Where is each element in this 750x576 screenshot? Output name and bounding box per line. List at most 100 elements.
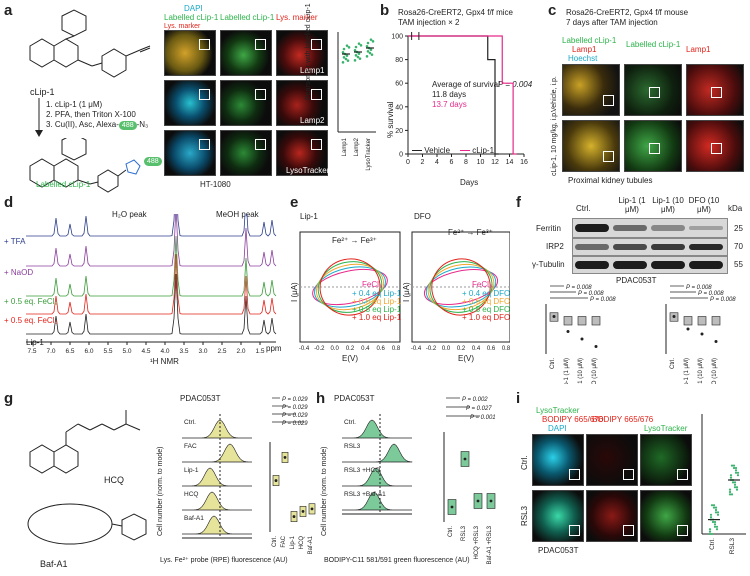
blot-col-ctrl: Ctrl. (576, 204, 591, 213)
chart-b-injection: TAM injection × 2 (398, 18, 460, 27)
cv-leg-r0: FeCl₃ (472, 280, 493, 289)
x-tick-label: Lip-1 (10 μM) (578, 358, 584, 384)
g-xlabel: Lys. Fe²⁺ probe (RPE) fluorescence (AU) (160, 557, 288, 564)
chart-i-scatter: Ctrl. RSL3 (701, 414, 746, 554)
img-a-r3c1 (164, 130, 216, 176)
product-tag: 488 (144, 157, 162, 166)
chart-b-xlabel: Days (460, 178, 479, 187)
blot-col-lip1-1: Lip-1 (1 μM) (618, 196, 646, 214)
x-tick-label: RSL3 (461, 525, 467, 541)
scatter-point (366, 41, 370, 45)
f-cell-line: PDAC053T (616, 276, 657, 285)
cv-curve (319, 258, 381, 316)
row-label: FAC (184, 443, 197, 450)
nmr-trace (26, 235, 277, 297)
chart-a-ylabel: Pearson's r with labelled cLip-1 (305, 3, 312, 100)
row-label: Baf-A1 (184, 515, 204, 522)
scatter-point (712, 504, 716, 507)
x-tick-label: 4 (435, 159, 439, 166)
blot-col-dfo: DFO (10 μM) (688, 196, 720, 214)
x-tick-label: 6.5 (65, 348, 74, 354)
blot-tubulin (572, 256, 728, 274)
scatter-point (368, 51, 372, 55)
box (563, 316, 573, 326)
cv-left-title: Lip-1 (300, 212, 318, 221)
pvalue-label: P = 0.008 (710, 297, 736, 303)
panel-label-i: i (516, 390, 521, 407)
scatter-point (371, 40, 375, 43)
pvalue-label: P = 0.027 (466, 406, 492, 412)
scatter-point (714, 511, 718, 514)
img-i-r1c1 (532, 434, 584, 486)
x-tick-label: 0.2 (346, 346, 355, 352)
x-tick-label: 3.0 (198, 348, 207, 354)
x-tick-label: 14 (506, 159, 514, 166)
clip1-structure (29, 9, 151, 78)
survival-line (408, 35, 517, 155)
x-tick-label: 0.4 (472, 346, 481, 352)
scatter-point (365, 45, 369, 48)
x-tick-label: 7.0 (46, 348, 55, 354)
scatter-point (710, 504, 714, 507)
img-c-r2c1 (562, 120, 620, 172)
scatter-point (713, 520, 717, 524)
scatter-point (347, 46, 351, 49)
scatter-point (728, 490, 732, 494)
x-tick-label: 0.6 (487, 346, 496, 352)
cv-curve (429, 261, 493, 313)
inset-box (677, 525, 688, 536)
cv-leg-l1: + 0.4 eq Lip-1 (352, 289, 402, 298)
scatter-point (365, 55, 369, 58)
scatter-point (341, 51, 345, 54)
chart-c-title1: Rosa26-CreERT2, Gpx4 f/f mouse (566, 8, 689, 17)
x-tick-label: Lip-1 (290, 535, 296, 549)
img-c-r2c3 (686, 120, 744, 172)
chart-a-scatter: Lamp1 Lamp2 LysoTracker (337, 32, 376, 171)
scatter-point (710, 532, 714, 536)
c-header-lamp1: Lamp1 (572, 45, 597, 54)
kda-55: 55 (734, 260, 743, 269)
h-ylabel: Cell number (norm. to mode) (321, 446, 328, 536)
data-point (450, 505, 454, 509)
inset-box (199, 39, 210, 50)
scatter-point (344, 57, 348, 61)
pvalue-label: P = 0.002 (462, 397, 488, 403)
band (689, 226, 723, 230)
scatter-point (369, 48, 373, 51)
step-3-text: 3. Cu(II), Asc, Alexa- (46, 120, 119, 129)
scatter-point (736, 471, 740, 474)
i-row-rsl3: RSL3 (520, 505, 529, 526)
box (577, 316, 587, 326)
blot-irp2 (572, 238, 728, 256)
clip1-label: cLip-1 (30, 87, 55, 97)
inset-box (623, 469, 634, 480)
panel-d: d H₂O peak MeOH peak 7.5 7.0 6.5 6.0 5.5 5.0 4… (0, 192, 290, 366)
scatter-point (728, 493, 732, 496)
y-tick-label: 20 (395, 128, 403, 135)
scatter-point (729, 474, 733, 477)
x-tick-label: 1.5 (255, 348, 264, 354)
scatter-point (346, 59, 350, 62)
data-point (274, 479, 278, 482)
scatter-point (716, 513, 720, 516)
scatter-point (370, 53, 374, 56)
x-tick-label: 0.8 (502, 346, 510, 352)
band (575, 261, 609, 269)
row-label: Ctrl. (344, 419, 356, 426)
img-i-r2c2 (586, 490, 638, 542)
scatter-point (731, 481, 735, 484)
panel-a: a cLip-1 1. cLip-1 (1 μM) 2. PFA, then T… (0, 0, 376, 193)
panel-label-b: b (380, 2, 390, 19)
scatter-point (715, 528, 719, 531)
blot-col-lip1-10: Lip-1 (10 μM) (652, 196, 684, 214)
scatter-point (712, 506, 716, 509)
h-cell-line: PDAC053T (334, 394, 375, 403)
cv-plots: -0.4 -0.2 0.0 0.2 0.4 0.6 0.8 -0.4 -0.2 0.0 0.2 0.4… (299, 231, 510, 352)
chart-b-legend-clip: cLip-1 (460, 146, 494, 155)
img-i-r1c3 (640, 434, 692, 486)
chart-b-pvalue: P = 0.004 (498, 80, 533, 89)
x-tick-label: Lip-1 (1 μM) (684, 358, 690, 384)
img-c-r2c2 (624, 120, 682, 172)
scatter-point (713, 523, 717, 526)
scatter-point (734, 469, 738, 472)
